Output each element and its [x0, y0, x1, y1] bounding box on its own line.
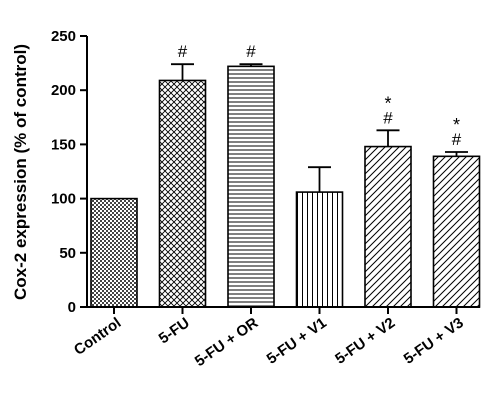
significance-star: *: [384, 93, 391, 113]
bars: # ##*#*: [90, 42, 481, 308]
y-tick-label: 0: [68, 299, 76, 316]
significance-star: *: [453, 115, 460, 135]
y-axis-title: Cox-2 expression (% of control): [11, 44, 30, 300]
x-tick-label: 5-FU + V1: [264, 314, 330, 367]
significance-hash: #: [452, 130, 462, 149]
x-tick-label: Control: [71, 314, 124, 359]
bar-5: [432, 155, 481, 308]
significance-hash: #: [383, 108, 393, 127]
x-tick-label: 5-FU + OR: [192, 314, 262, 370]
y-tick-label: 150: [51, 136, 76, 153]
significance-hash: #: [178, 42, 188, 61]
bar-1: [158, 79, 207, 308]
bar-3: [295, 191, 344, 308]
y-tick-label: 200: [51, 82, 76, 99]
bar-4: [364, 145, 412, 308]
x-tick-label: 5-FU + V3: [401, 314, 467, 367]
significance-hash: #: [246, 42, 256, 61]
y-axis: 0 50 100 150 200 250: [51, 28, 88, 316]
y-tick-label: 100: [51, 191, 76, 208]
y-tick-label: 250: [51, 28, 76, 45]
bar-2: [227, 65, 275, 308]
x-tick-label: 5-FU + V2: [332, 314, 398, 367]
x-axis: Control 5-FU 5-FU + OR 5-FU + V1 5-FU + V2 5-…: [71, 306, 480, 370]
bar-0: [90, 197, 138, 308]
x-tick-label: 5-FU: [156, 314, 193, 347]
y-tick-label: 50: [59, 245, 76, 262]
